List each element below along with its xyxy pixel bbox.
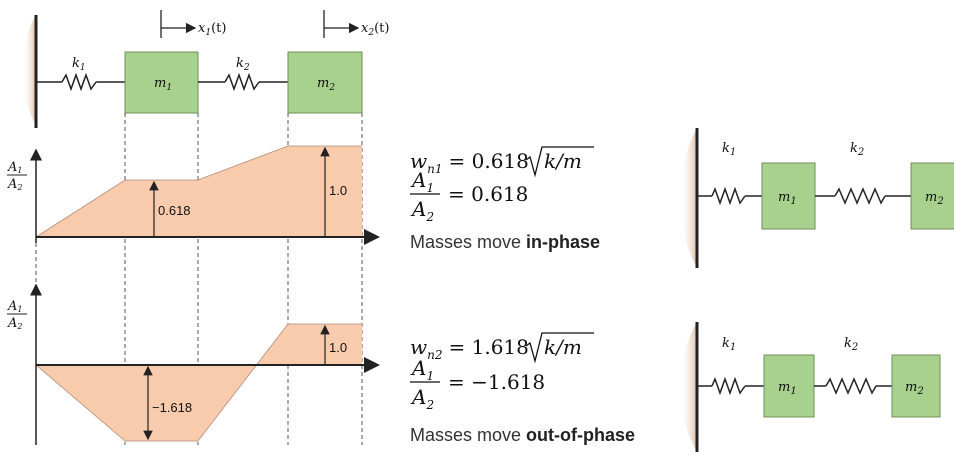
- mode2-outline: [35, 323, 362, 442]
- mass-m2-mode2: [891, 354, 941, 418]
- svg-text:A2: A2: [410, 197, 434, 224]
- wall-mode1: [679, 128, 697, 268]
- svg-text:A1: A1: [410, 168, 434, 195]
- mode2-system-snapshot: k1 k2 m1 m2: [679, 322, 941, 452]
- mode2-fill-pos: [257, 324, 362, 365]
- svg-text:A1: A1: [410, 356, 434, 383]
- spring-k1-mode1: [711, 186, 746, 206]
- m1-label-main: m1: [154, 76, 172, 93]
- mode2-axis-ratio: A1 A2: [7, 299, 27, 331]
- svg-text:k1: k1: [722, 336, 736, 353]
- mass-m1-mode1: [761, 162, 816, 230]
- mode2-fill-neg: [36, 365, 257, 441]
- svg-text:A2: A2: [410, 385, 434, 412]
- svg-text:m2: m2: [925, 190, 944, 207]
- mode1-caption: Masses move in-phase: [410, 232, 600, 252]
- spring-k2-main: [224, 72, 260, 92]
- mode1-amp2-label: 1.0: [329, 183, 347, 198]
- m2-label-main: m2: [317, 76, 335, 93]
- wall-mode2: [679, 322, 697, 452]
- svg-text:A1: A1: [7, 299, 22, 314]
- svg-text:m2: m2: [905, 380, 924, 397]
- main-system: k1 k2 m1 m2 x1(t) x2(t): [22, 10, 389, 128]
- x2-label: x2(t): [361, 21, 389, 38]
- spring-k2-mode2: [825, 377, 877, 395]
- svg-text:k2: k2: [850, 141, 864, 158]
- mode1-sqrt-sign: [525, 146, 594, 178]
- mode1-outline: [35, 145, 362, 238]
- mass-m2-main: [287, 51, 363, 114]
- svg-text:k1: k1: [722, 141, 736, 158]
- mass-m2-mode1: [910, 162, 954, 230]
- svg-text:k2: k2: [844, 336, 858, 353]
- svg-text:m1: m1: [778, 380, 797, 397]
- mode2-sqrt-sign: [525, 332, 594, 364]
- spring-k2-mode1: [834, 187, 886, 205]
- mode2-sqrt-radicand: k/m: [544, 335, 582, 359]
- mode2-caption: Masses move out-of-phase: [410, 425, 635, 445]
- mode2-equations: wn2 = 1.618 k/m A1 A2 = −1.618 Masses mov…: [410, 332, 635, 445]
- mode2-amp1-label: −1.618: [152, 400, 192, 415]
- svg-text:A2: A2: [7, 316, 22, 331]
- k1-label-main: k1: [72, 56, 86, 73]
- mode1-equations: wn1 = 0.618 k/m A1 A2 = 0.618 Masses move…: [410, 146, 600, 252]
- x1-label: x1(t): [198, 21, 226, 38]
- wall-main: [22, 15, 36, 125]
- mode1-amp1-label: 0.618: [158, 203, 191, 218]
- mass-m1-main: [124, 51, 199, 114]
- mode2-frequency-equation: wn2 = 1.618: [410, 335, 529, 362]
- spring-k1-mode2: [711, 376, 746, 396]
- mode1-frequency-equation: wn1 = 0.618: [410, 149, 529, 176]
- mode2-shape: −1.618 1.0 A1 A2: [7, 283, 380, 445]
- svg-text:m1: m1: [778, 190, 797, 207]
- mode2-amp2-label: 1.0: [329, 340, 347, 355]
- svg-text:A1: A1: [7, 160, 22, 175]
- mode1-shape: 0.618 1.0 A1 A2: [7, 145, 380, 245]
- svg-text:A2: A2: [7, 177, 22, 192]
- k2-label-main: k2: [236, 56, 250, 73]
- mode1-fill: [36, 146, 362, 237]
- mode1-sqrt-radicand: k/m: [544, 149, 582, 173]
- mode1-system-snapshot: k1 k2 m1 m2: [679, 128, 954, 268]
- mode2-ratio-equation: = −1.618: [448, 370, 545, 394]
- spring-k1-main: [61, 72, 97, 92]
- mode1-ratio-equation: = 0.618: [448, 182, 528, 206]
- mode1-axis-ratio: A1 A2: [7, 160, 27, 192]
